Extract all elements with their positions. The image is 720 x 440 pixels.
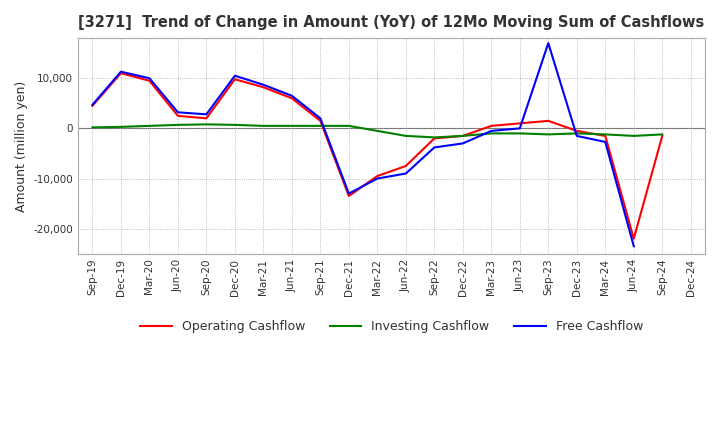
Free Cashflow [230, 73, 239, 78]
Operating Cashflow [658, 133, 667, 139]
Free Cashflow [459, 141, 467, 146]
Free Cashflow [430, 145, 438, 150]
Operating Cashflow [487, 123, 495, 128]
Line: Operating Cashflow: Operating Cashflow [92, 73, 662, 239]
Investing Cashflow [402, 133, 410, 139]
Operating Cashflow [402, 163, 410, 169]
Operating Cashflow [287, 95, 296, 101]
Free Cashflow [88, 102, 96, 107]
Free Cashflow [629, 244, 638, 249]
Operating Cashflow [373, 173, 382, 179]
Investing Cashflow [145, 123, 153, 128]
Free Cashflow [287, 93, 296, 99]
Operating Cashflow [174, 113, 182, 118]
Investing Cashflow [316, 123, 325, 128]
Operating Cashflow [430, 136, 438, 141]
Free Cashflow [202, 112, 211, 117]
Investing Cashflow [572, 131, 581, 136]
Operating Cashflow [259, 84, 268, 90]
Investing Cashflow [174, 122, 182, 128]
Investing Cashflow [601, 132, 610, 137]
Investing Cashflow [658, 132, 667, 137]
Legend: Operating Cashflow, Investing Cashflow, Free Cashflow: Operating Cashflow, Investing Cashflow, … [135, 315, 648, 338]
Operating Cashflow [629, 236, 638, 242]
Free Cashflow [117, 69, 125, 74]
Operating Cashflow [601, 133, 610, 139]
Investing Cashflow [88, 125, 96, 130]
Line: Free Cashflow: Free Cashflow [92, 43, 634, 246]
Investing Cashflow [202, 122, 211, 127]
Operating Cashflow [88, 103, 96, 108]
Investing Cashflow [230, 122, 239, 128]
Investing Cashflow [516, 131, 524, 136]
Y-axis label: Amount (million yen): Amount (million yen) [15, 81, 28, 212]
Investing Cashflow [345, 123, 354, 128]
Line: Investing Cashflow: Investing Cashflow [92, 125, 662, 137]
Operating Cashflow [202, 116, 211, 121]
Free Cashflow [145, 76, 153, 81]
Free Cashflow [373, 176, 382, 181]
Title: [3271]  Trend of Change in Amount (YoY) of 12Mo Moving Sum of Cashflows: [3271] Trend of Change in Amount (YoY) o… [78, 15, 705, 30]
Operating Cashflow [230, 77, 239, 82]
Operating Cashflow [516, 121, 524, 126]
Investing Cashflow [373, 128, 382, 133]
Free Cashflow [487, 128, 495, 133]
Free Cashflow [572, 133, 581, 139]
Free Cashflow [174, 110, 182, 115]
Investing Cashflow [629, 133, 638, 139]
Operating Cashflow [572, 128, 581, 133]
Free Cashflow [601, 139, 610, 145]
Operating Cashflow [117, 70, 125, 76]
Free Cashflow [402, 171, 410, 176]
Operating Cashflow [345, 194, 354, 199]
Operating Cashflow [459, 133, 467, 139]
Investing Cashflow [287, 123, 296, 128]
Investing Cashflow [487, 131, 495, 136]
Investing Cashflow [544, 132, 553, 137]
Investing Cashflow [459, 133, 467, 139]
Operating Cashflow [145, 78, 153, 83]
Free Cashflow [544, 40, 553, 46]
Investing Cashflow [259, 123, 268, 128]
Free Cashflow [516, 126, 524, 131]
Investing Cashflow [117, 124, 125, 129]
Operating Cashflow [316, 118, 325, 124]
Free Cashflow [259, 82, 268, 88]
Operating Cashflow [544, 118, 553, 124]
Investing Cashflow [430, 135, 438, 140]
Free Cashflow [316, 116, 325, 121]
Free Cashflow [345, 191, 354, 196]
